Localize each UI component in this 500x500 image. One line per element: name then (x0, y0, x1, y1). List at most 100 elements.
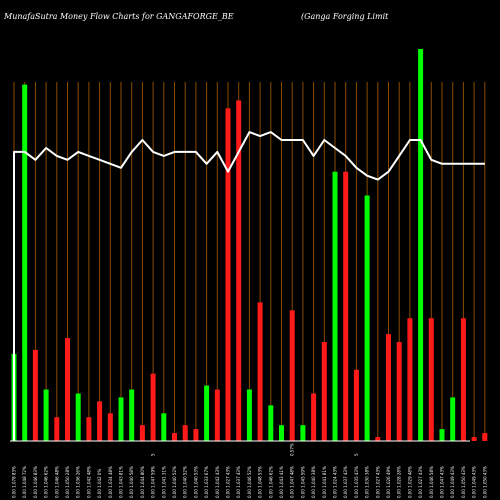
x-tick-label: 0.00 1.078 83% (12, 466, 17, 498)
x-tick-label: 0.00 1.033 67% (204, 466, 209, 498)
x-tick-label: 0.00 1.040 52% (172, 466, 177, 498)
x-tick-label: 0.00 1.024 43% (333, 466, 338, 498)
annotation-label: 5 (151, 453, 156, 456)
x-tick-label: 0.00 1.046 48% (54, 466, 59, 498)
x-tick-label: 0.00 1.041 31% (161, 466, 166, 498)
chart-subtitle: (Ganga Forging Limit (301, 12, 389, 21)
money-flow-line-layer (13, 131, 485, 441)
bar-up (246, 389, 252, 441)
bar-down (396, 342, 402, 441)
x-tick-label: 0.00 1.046 52% (247, 466, 252, 498)
x-tick-label: 0.00 1.026 49% (386, 466, 391, 498)
bar-down (311, 393, 317, 441)
bar-down (471, 437, 477, 441)
bar-up (279, 425, 284, 441)
x-tick-label: 0.00 1.048 53% (258, 466, 263, 498)
bar-down (460, 318, 466, 441)
bar-up (268, 405, 274, 441)
bar-down (172, 433, 177, 441)
x-tick-label: 0.00 1.045 59% (300, 466, 305, 498)
bar-up (75, 393, 81, 441)
x-tick-label: 0.00 1.037 43% (236, 466, 241, 498)
bar-down (97, 401, 103, 441)
x-tick-label: 0.00 1.047 43% (440, 466, 445, 498)
bar-down (214, 389, 220, 441)
x-tick-label: 0.00 1.050 43% (482, 466, 487, 498)
bar-down (289, 310, 295, 441)
bar-down (182, 425, 188, 441)
x-tick-label: 0.00 1.037 43% (343, 466, 348, 498)
x-tick-label: 0.00 1.040 58% (129, 466, 134, 498)
bar-up (450, 397, 456, 441)
bar-down (86, 417, 92, 441)
bar-up (204, 385, 210, 441)
x-tick-label: 0.00 1.047 59% (151, 466, 156, 498)
bar-down (407, 318, 413, 441)
x-tick-label: 0.00 1.040 38% (311, 466, 316, 498)
bar-down (375, 437, 381, 441)
bar-down (107, 413, 113, 441)
x-tick-label: 0.00 1.050 43% (461, 466, 466, 498)
bar-up (161, 413, 167, 441)
money-flow-line (13, 131, 485, 441)
bar-down (386, 334, 391, 441)
bar-up (364, 195, 370, 441)
bars-layer (10, 48, 488, 442)
x-tick-label: 0.00 1.029 48% (407, 466, 412, 498)
x-tick-label: 0.00 1.046 58% (429, 466, 434, 498)
bar-down (54, 417, 60, 441)
bar-up (300, 425, 306, 441)
bar-down (353, 369, 359, 441)
bar-down (139, 425, 145, 441)
x-tick-label: 0.00 1.050 28% (65, 466, 70, 498)
bar-down (343, 171, 349, 441)
grid-lines (13, 82, 486, 441)
x-tick-label: 0.00 1.042 43% (215, 466, 220, 498)
x-tick-label: 0.00 1.042 48% (86, 466, 91, 498)
annotation-label: 0.57% (290, 443, 295, 456)
x-tick-label: 0.00 1.035 43% (354, 466, 359, 498)
bar-up (129, 389, 135, 441)
x-tick-label: 0.00 1.027 43% (375, 466, 380, 498)
bar-down (321, 342, 327, 441)
x-tick-label: 0.00 1.041 81% (322, 466, 327, 498)
bar-down (225, 108, 231, 442)
x-tick-label: 0.00 1.046 83% (33, 466, 38, 498)
chart-title: MunafaSutra Money Flow Charts for GANGAF… (3, 12, 234, 21)
bar-down (65, 338, 70, 441)
bar-down (257, 302, 263, 441)
bar-down (428, 318, 434, 441)
x-tick-label: 0.00 1.040 53% (193, 466, 198, 498)
x-tick-label: 0.00 1.028 28% (397, 466, 402, 498)
bar-down (236, 100, 242, 441)
bar-down (32, 349, 38, 441)
bar-up (332, 171, 338, 441)
x-tick-label: 0.00 1.049 43% (472, 466, 477, 498)
annotation-label: 5 (354, 453, 359, 456)
bar-down (193, 429, 199, 441)
bar-up (418, 48, 424, 442)
x-tick-label: 0.00 1.046 62% (268, 466, 273, 498)
x-tick-label: 0.00 1.042 0% (97, 469, 102, 498)
x-tick-label: 0.00 1.034 48% (108, 466, 113, 498)
x-tick-label: 0.00 1.048 72% (22, 466, 27, 498)
x-tick-label: 0.00 1.046 62% (44, 466, 49, 498)
x-tick-label: 0.00 1.036 26% (76, 466, 81, 498)
x-tick-label: 0.00 1.027 43% (418, 466, 423, 498)
bar-up (43, 389, 49, 441)
x-tick-label: 0.00 1.043 41% (279, 466, 284, 498)
bar-down (482, 433, 488, 441)
bar-up (439, 429, 445, 441)
x-tick-label: 0.00 1.044 80% (140, 466, 145, 498)
x-tick-label: 0.00 1.040 52% (183, 466, 188, 498)
bar-up (22, 84, 28, 441)
bar-up (118, 397, 124, 441)
x-tick-label: 0.00 1.027 43% (226, 466, 231, 498)
x-tick-label: 0.00 1.049 43% (450, 466, 455, 498)
x-tick-label: 0.00 1.030 38% (365, 466, 370, 498)
x-tick-label: 0.00 1.043 81% (119, 466, 124, 498)
x-tick-labels: 0.00 1.078 83% 0.00 1.048 72% 0.00 1.046 8… (12, 443, 488, 498)
bar-down (150, 373, 156, 441)
